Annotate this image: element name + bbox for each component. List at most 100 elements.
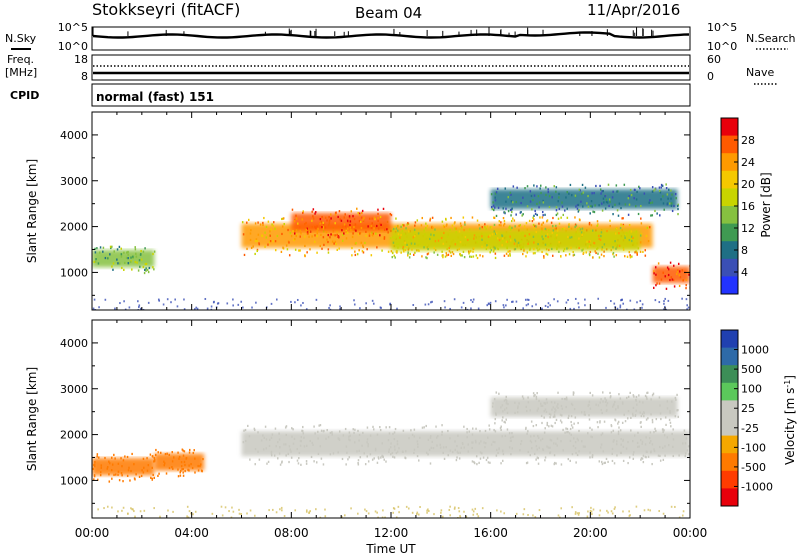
range-cell bbox=[542, 214, 544, 217]
scatter-mark bbox=[477, 515, 480, 518]
scatter-mark bbox=[598, 514, 601, 517]
range-cell bbox=[304, 254, 306, 258]
scatter-mark bbox=[290, 300, 292, 303]
range-cell bbox=[664, 454, 666, 457]
range-cell bbox=[178, 457, 180, 460]
range-cell bbox=[431, 226, 434, 229]
range-cell bbox=[357, 211, 359, 215]
range-cell bbox=[642, 401, 644, 404]
range-cell bbox=[362, 251, 365, 254]
range-cell bbox=[132, 256, 134, 259]
range-cell bbox=[542, 448, 545, 452]
range-cell bbox=[311, 210, 313, 213]
range-cell bbox=[612, 190, 614, 193]
scatter-mark bbox=[246, 512, 248, 515]
range-cell bbox=[500, 221, 502, 224]
range-cell bbox=[560, 255, 562, 258]
range-cell bbox=[514, 401, 516, 404]
range-cell bbox=[496, 187, 499, 190]
range-cell bbox=[435, 436, 438, 439]
range-cell bbox=[294, 237, 296, 241]
range-cell bbox=[494, 256, 497, 260]
scatter-mark bbox=[574, 511, 577, 514]
range-cell bbox=[309, 439, 312, 443]
range-cell bbox=[574, 416, 577, 419]
range-cell bbox=[401, 223, 404, 227]
range-cell bbox=[317, 437, 319, 440]
scatter-mark bbox=[426, 511, 428, 514]
range-cell bbox=[331, 431, 333, 434]
range-cell bbox=[543, 416, 545, 419]
range-cell bbox=[355, 242, 357, 245]
range-cell bbox=[302, 432, 305, 435]
range-cell bbox=[599, 420, 601, 423]
range-cell bbox=[319, 218, 322, 221]
range-cell bbox=[395, 250, 398, 253]
range-cell bbox=[432, 446, 435, 450]
range-cell bbox=[129, 479, 131, 482]
range-cell bbox=[595, 231, 597, 234]
range-cell bbox=[546, 401, 548, 404]
scatter-mark bbox=[92, 307, 95, 310]
range-cell bbox=[530, 194, 533, 198]
range-cell bbox=[94, 461, 96, 464]
scatter-mark bbox=[553, 298, 555, 301]
range-cell bbox=[604, 397, 606, 400]
range-cell bbox=[475, 455, 478, 458]
range-cell bbox=[556, 229, 559, 232]
range-cell bbox=[562, 428, 564, 432]
range-cell bbox=[471, 433, 474, 436]
scatter-mark bbox=[466, 308, 469, 310]
range-cell bbox=[548, 229, 550, 232]
range-cell bbox=[418, 242, 421, 246]
range-cell bbox=[332, 230, 335, 233]
range-cell bbox=[656, 212, 658, 215]
range-cell bbox=[246, 247, 248, 250]
scatter-mark bbox=[616, 307, 619, 310]
scatter-mark bbox=[606, 509, 608, 512]
range-cell bbox=[501, 234, 503, 237]
range-cell bbox=[555, 418, 558, 422]
range-cell bbox=[102, 250, 104, 253]
range-cell bbox=[361, 211, 363, 215]
range-cell bbox=[649, 440, 652, 443]
range-cell bbox=[597, 252, 599, 255]
range-cell bbox=[576, 207, 579, 210]
scatter-mark bbox=[364, 508, 366, 511]
range-cell bbox=[300, 436, 303, 439]
range-cell bbox=[145, 269, 147, 272]
range-cell bbox=[393, 431, 396, 434]
range-cell bbox=[128, 466, 130, 469]
range-cell bbox=[489, 251, 491, 254]
range-cell bbox=[662, 195, 664, 198]
range-cell bbox=[296, 447, 298, 451]
range-cell bbox=[467, 250, 470, 253]
range-cell bbox=[289, 232, 292, 235]
range-cell bbox=[535, 230, 537, 234]
range-cell bbox=[574, 194, 577, 197]
range-cell bbox=[141, 469, 143, 472]
range-cell bbox=[501, 459, 504, 462]
scatter-mark bbox=[665, 308, 668, 310]
range-cell bbox=[612, 241, 614, 244]
range-cell bbox=[568, 192, 570, 195]
range-cell bbox=[528, 233, 531, 236]
range-cell bbox=[546, 423, 548, 427]
range-cell bbox=[635, 399, 637, 402]
range-cell bbox=[396, 242, 398, 245]
range-cell bbox=[368, 234, 371, 237]
range-cell bbox=[617, 420, 620, 423]
range-cell bbox=[331, 433, 333, 436]
range-cell bbox=[555, 442, 557, 445]
range-cell bbox=[659, 404, 661, 407]
nsky-label: N.Sky bbox=[5, 32, 37, 45]
range-cell bbox=[348, 431, 351, 434]
range-cell bbox=[147, 270, 150, 274]
range-cell bbox=[449, 228, 451, 231]
range-cell bbox=[536, 202, 538, 206]
range-cell bbox=[409, 252, 411, 256]
range-cell bbox=[563, 227, 566, 230]
range-cell bbox=[288, 445, 291, 448]
range-cell bbox=[268, 241, 271, 244]
range-cell bbox=[305, 460, 308, 463]
